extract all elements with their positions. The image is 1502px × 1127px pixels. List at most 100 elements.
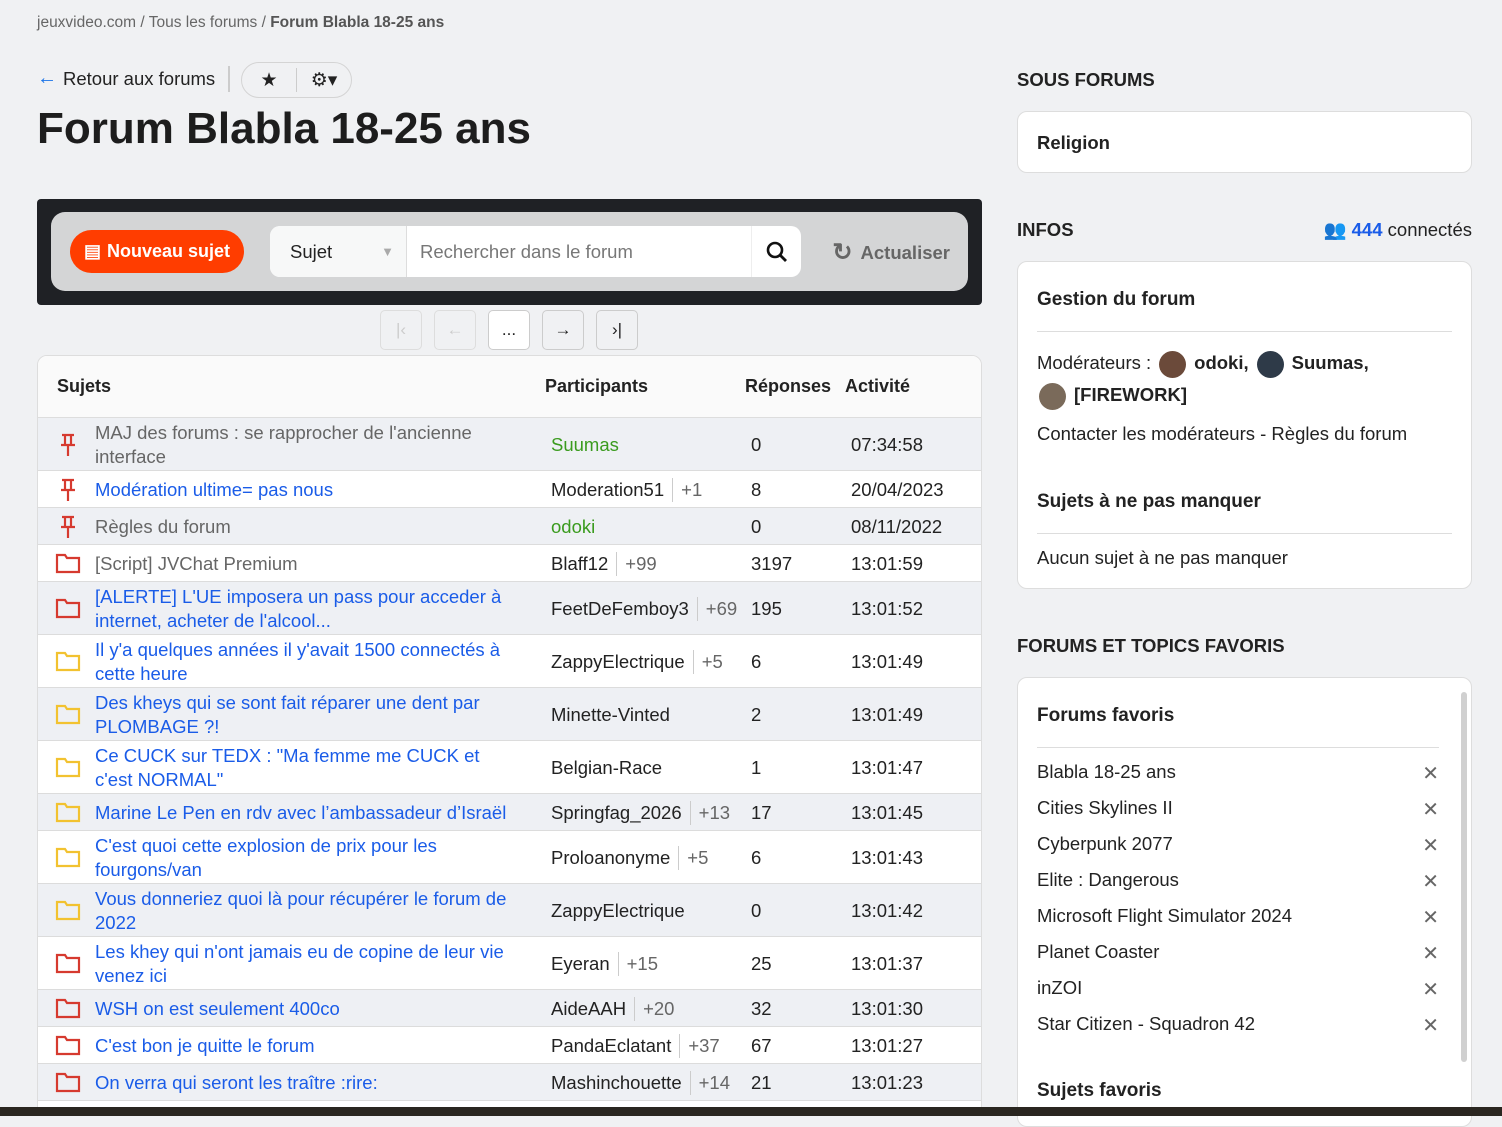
breadcrumb-all-forums[interactable]: Tous les forums — [148, 14, 258, 31]
last-activity[interactable]: 13:01:43 — [851, 846, 924, 868]
topic-title-link[interactable]: C'est bon je quitte le forum — [95, 1034, 315, 1056]
sub-forum-item[interactable]: Religion — [1017, 111, 1472, 173]
last-activity[interactable]: 13:01:49 — [851, 650, 924, 672]
topic-title-link[interactable]: Ce CUCK sur TEDX : "Ma femme me CUCK et … — [95, 745, 480, 790]
last-activity[interactable]: 13:01:23 — [851, 1071, 924, 1093]
moderator-link[interactable]: odoki, — [1194, 352, 1249, 373]
refresh-button[interactable]: ↻ Actualiser — [832, 238, 950, 267]
author-link[interactable]: Mashinchouette — [551, 1071, 682, 1093]
author-link[interactable]: Blaff12 — [551, 552, 609, 574]
author-link[interactable]: Suumas — [551, 433, 619, 455]
remove-favorite-icon[interactable]: ✕ — [1422, 907, 1439, 929]
topic-title-link[interactable]: Règles du forum — [95, 515, 231, 537]
fav-forum-item: Blabla 18-25 ans ✕ — [1037, 761, 1439, 786]
last-activity[interactable]: 13:01:45 — [851, 801, 924, 823]
moderator-link[interactable]: [FIREWORK] — [1074, 384, 1188, 405]
author-link[interactable]: AideAAH — [551, 997, 627, 1019]
last-activity[interactable]: 13:01:52 — [851, 597, 924, 619]
last-activity[interactable]: 13:01:30 — [851, 997, 924, 1019]
author-link[interactable]: PandaEclatant — [551, 1034, 672, 1056]
last-activity[interactable]: 13:01:42 — [851, 899, 924, 921]
topic-title-link[interactable]: [Script] JVChat Premium — [95, 552, 298, 574]
author-link[interactable]: Eyeran — [551, 952, 610, 974]
author-link[interactable]: Proloanonyme — [551, 846, 671, 868]
remove-favorite-icon[interactable]: ✕ — [1422, 979, 1439, 1001]
last-activity[interactable]: 20/04/2023 — [851, 478, 944, 500]
topic-title-link[interactable]: [ALERTE] L'UE imposera un pass pour acce… — [95, 586, 502, 631]
next-page-button[interactable]: → — [542, 310, 584, 350]
topic-title-link[interactable]: Des kheys qui se sont fait réparer une d… — [95, 692, 480, 737]
author-link[interactable]: odoki — [551, 515, 596, 537]
fav-forum-link[interactable]: Cyberpunk 2077 — [1037, 833, 1173, 854]
topic-title-link[interactable]: Marine Le Pen en rdv avec l’ambassadeur … — [95, 801, 507, 823]
last-activity[interactable]: 13:01:59 — [851, 552, 924, 574]
topic-title-link[interactable]: MAJ des forums : se rapprocher de l'anci… — [95, 422, 472, 467]
refresh-icon: ↻ — [832, 239, 853, 266]
folder-icon — [55, 597, 81, 625]
fav-forum-link[interactable]: Star Citizen - Squadron 42 — [1037, 1013, 1256, 1034]
first-page-button[interactable]: |‹ — [380, 310, 422, 350]
favorite-star-icon[interactable]: ★ — [260, 69, 278, 91]
participants: AideAAH +20 — [551, 996, 674, 1021]
author-link[interactable]: Minette-Vinted — [551, 703, 670, 725]
fav-forum-item: Elite : Dangerous ✕ — [1037, 869, 1439, 894]
participants: Minette-Vinted — [551, 703, 670, 727]
author-link[interactable]: Belgian-Race — [551, 756, 663, 778]
remove-favorite-icon[interactable]: ✕ — [1422, 1015, 1439, 1037]
topic-title-link[interactable]: Il y'a quelques années il y'avait 1500 c… — [95, 639, 501, 684]
last-activity[interactable]: 13:01:27 — [851, 1034, 924, 1056]
remove-favorite-icon[interactable]: ✕ — [1422, 943, 1439, 965]
author-link[interactable]: Moderation51 — [551, 478, 665, 500]
fav-forum-link[interactable]: Planet Coaster — [1037, 941, 1160, 962]
fav-forum-link[interactable]: Microsoft Flight Simulator 2024 — [1037, 905, 1292, 926]
reply-count: 195 — [751, 597, 782, 619]
remove-favorite-icon[interactable]: ✕ — [1422, 871, 1439, 893]
back-to-forums-link[interactable]: ← Retour aux forums — [37, 67, 215, 90]
search-input[interactable] — [407, 226, 751, 277]
fav-forum-link[interactable]: Blabla 18-25 ans — [1037, 761, 1176, 782]
table-row: WSH on est seulement 400co AideAAH +20 32… — [38, 990, 981, 1027]
settings-gear-icon[interactable]: ⚙▾ — [310, 69, 338, 91]
author-link[interactable]: ZappyElectrique — [551, 650, 685, 672]
search-type-select[interactable]: Sujet ▼ — [270, 226, 407, 277]
topic-title-link[interactable]: WSH on est seulement 400co — [95, 997, 340, 1019]
new-topic-button[interactable]: ▤ Nouveau sujet — [70, 230, 244, 273]
prev-page-button[interactable]: ← — [434, 310, 476, 350]
reply-count: 32 — [751, 997, 772, 1019]
table-row: Il y'a quelques années il y'avait 1500 c… — [38, 635, 981, 688]
table-row: C'est bon je quitte le forum PandaEclata… — [38, 1027, 981, 1064]
reply-count: 0 — [751, 899, 762, 921]
topic-title-link[interactable]: C'est quoi cette explosion de prix pour … — [95, 835, 437, 880]
remove-favorite-icon[interactable]: ✕ — [1422, 835, 1439, 857]
participants-extra: +37 — [679, 1033, 720, 1058]
pin-icon — [55, 515, 81, 545]
topic-title-link[interactable]: Vous donneriez quoi là pour récupérer le… — [95, 888, 507, 933]
fav-forums-title: Forums favoris — [1037, 705, 1175, 726]
breadcrumb-site[interactable]: jeuxvideo.com — [37, 14, 137, 31]
author-link[interactable]: Springfag_2026 — [551, 801, 682, 823]
reply-count: 1 — [751, 756, 762, 778]
moderator-link[interactable]: Suumas, — [1291, 352, 1369, 373]
scrollbar[interactable] — [1461, 692, 1467, 1062]
topic-title-link[interactable]: Modération ultime= pas nous — [95, 478, 334, 500]
contact-moderators-link[interactable]: Contacter les modérateurs - Règles du fo… — [1037, 423, 1408, 444]
participants: ZappyElectrique +5 — [551, 649, 723, 674]
topic-title-link[interactable]: Les khey qui n'ont jamais eu de copine d… — [95, 941, 504, 986]
moderators-list: Modérateurs : odoki, Suumas, [FIREWORK] — [1037, 347, 1457, 411]
last-activity[interactable]: 13:01:47 — [851, 756, 924, 778]
topic-title-link[interactable]: On verra qui seront les traître :rire: — [95, 1071, 378, 1093]
fav-forum-link[interactable]: inZOI — [1037, 977, 1083, 998]
last-activity[interactable]: 08/11/2022 — [851, 515, 943, 537]
last-activity[interactable]: 07:34:58 — [851, 433, 924, 455]
remove-favorite-icon[interactable]: ✕ — [1422, 763, 1439, 785]
fav-forum-link[interactable]: Cities Skylines II — [1037, 797, 1173, 818]
last-page-button[interactable]: ›| — [596, 310, 638, 350]
last-activity[interactable]: 13:01:49 — [851, 703, 924, 725]
current-page[interactable]: ... — [488, 310, 530, 350]
fav-forum-link[interactable]: Elite : Dangerous — [1037, 869, 1179, 890]
search-button[interactable] — [751, 226, 801, 277]
author-link[interactable]: ZappyElectrique — [551, 899, 685, 921]
remove-favorite-icon[interactable]: ✕ — [1422, 799, 1439, 821]
author-link[interactable]: FeetDeFemboy3 — [551, 597, 689, 619]
last-activity[interactable]: 13:01:37 — [851, 952, 924, 974]
